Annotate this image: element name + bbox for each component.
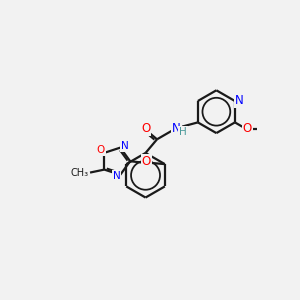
Text: O: O	[141, 122, 150, 135]
Text: H: H	[179, 127, 187, 137]
Text: N: N	[113, 171, 121, 181]
Text: N: N	[121, 141, 128, 152]
Text: O: O	[243, 122, 252, 135]
Text: O: O	[97, 145, 105, 155]
Text: O: O	[142, 155, 151, 168]
Text: CH₃: CH₃	[70, 168, 88, 178]
Text: N: N	[235, 94, 243, 107]
Text: N: N	[172, 122, 181, 135]
